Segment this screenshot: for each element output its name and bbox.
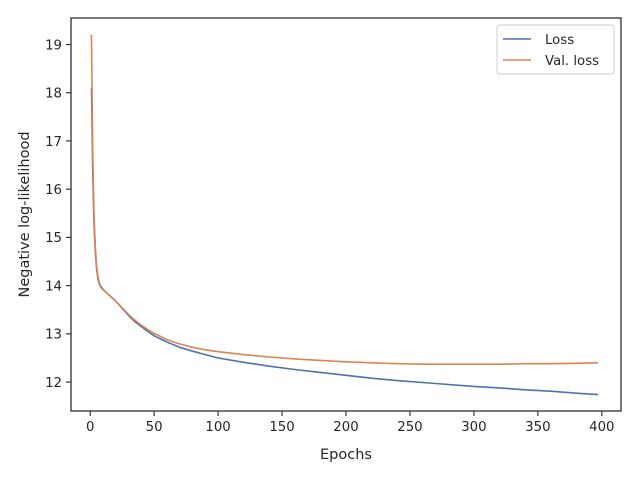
y-tick-label: 12 <box>45 376 62 391</box>
x-tick-label: 400 <box>589 420 614 435</box>
y-axis: 12 13 14 15 16 17 18 19 <box>45 38 71 391</box>
legend-label: Val. loss <box>545 54 599 69</box>
axes-frame <box>70 17 622 412</box>
legend-label: Loss <box>545 33 574 48</box>
y-tick-label: 17 <box>45 135 62 150</box>
y-tick-label: 19 <box>45 38 62 53</box>
y-tick-label: 14 <box>45 279 62 294</box>
x-tick-label: 50 <box>146 420 163 435</box>
x-tick-label: 150 <box>269 420 294 435</box>
legend-box <box>496 24 615 75</box>
legend: Loss Val. loss <box>496 24 615 75</box>
x-tick-label: 200 <box>333 420 358 435</box>
x-axis: 0 50 100 150 200 250 300 350 400 <box>86 411 615 435</box>
y-axis-label: Negative log-likelihood <box>17 131 33 297</box>
x-tick-label: 0 <box>86 420 94 435</box>
y-tick-label: 18 <box>45 87 62 102</box>
y-tick-label: 16 <box>45 183 62 198</box>
y-tick-label: 13 <box>45 328 62 343</box>
series-line-val-loss <box>90 34 599 366</box>
x-tick-label: 250 <box>397 420 422 435</box>
x-tick-label: 350 <box>525 420 550 435</box>
y-tick-label: 15 <box>45 231 62 246</box>
x-tick-label: 100 <box>205 420 230 435</box>
plot-area <box>90 34 599 396</box>
series-line-loss <box>90 87 599 396</box>
x-tick-label: 300 <box>461 420 486 435</box>
x-axis-label: Epochs <box>320 447 372 463</box>
